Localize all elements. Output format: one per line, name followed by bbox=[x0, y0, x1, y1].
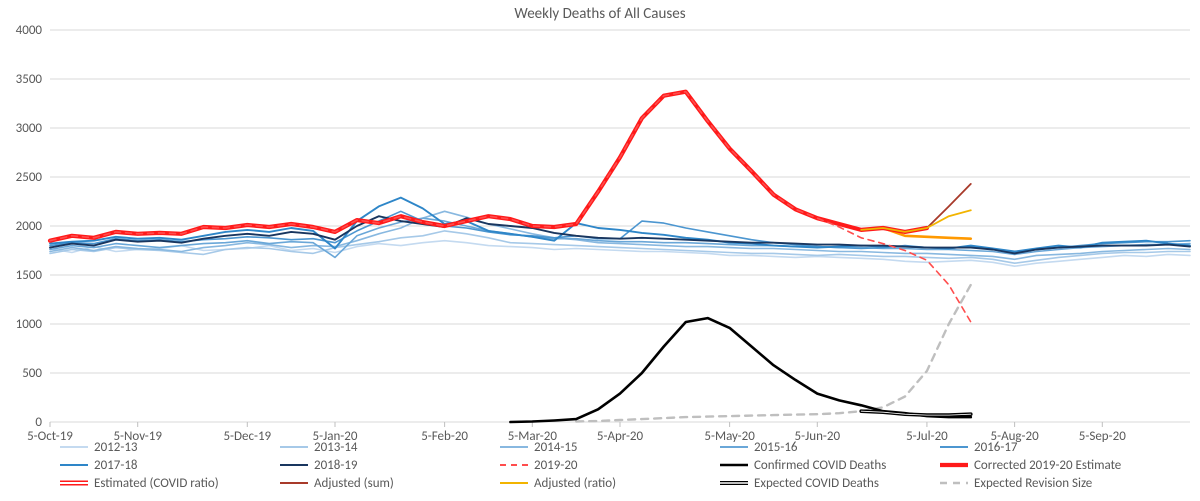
legend-label: Adjusted (ratio) bbox=[534, 476, 616, 491]
legend-label: Confirmed COVID Deaths bbox=[754, 458, 886, 473]
legend-label: Corrected 2019-20 Estimate bbox=[974, 458, 1121, 473]
chart-container: Weekly Deaths of All Causes 0 500 1000 1500 2… bbox=[0, 0, 1200, 501]
y-tick-label: 3500 bbox=[16, 72, 43, 87]
y-tick-label: 4000 bbox=[16, 23, 43, 38]
chart-title: Weekly Deaths of All Causes bbox=[514, 5, 685, 23]
legend-label: 2018-19 bbox=[314, 458, 358, 473]
y-tick-label: 3000 bbox=[16, 121, 43, 136]
legend-label: 2012-13 bbox=[94, 440, 138, 455]
x-tick-label: 5-Jul-20 bbox=[906, 429, 948, 444]
legend-label: 2014-15 bbox=[534, 440, 578, 455]
legend-label: 2016-17 bbox=[974, 440, 1018, 455]
y-tick-label: 2000 bbox=[16, 219, 43, 234]
x-tick-label: 5-May-20 bbox=[704, 429, 755, 444]
legend-label: 2019-20 bbox=[534, 458, 578, 473]
legend-label: Estimated (COVID ratio) bbox=[94, 476, 219, 491]
legend-label: 2015-16 bbox=[754, 440, 798, 455]
y-tick-label: 0 bbox=[35, 415, 42, 430]
x-tick-label: 5-Jun-20 bbox=[795, 429, 841, 444]
x-tick-label: 5-Feb-20 bbox=[421, 429, 468, 444]
y-tick-label: 1500 bbox=[16, 268, 43, 283]
y-tick-label: 500 bbox=[22, 366, 42, 381]
x-tick-label: 5-Sep-20 bbox=[1079, 429, 1126, 444]
legend-label: Expected COVID Deaths bbox=[754, 476, 879, 491]
chart-svg: Weekly Deaths of All Causes 0 500 1000 1500 2… bbox=[0, 0, 1200, 501]
legend-label: 2017-18 bbox=[94, 458, 138, 473]
x-tick-label: 5-Oct-19 bbox=[27, 429, 73, 444]
legend-label: 2013-14 bbox=[314, 440, 358, 455]
x-tick-label: 5-Dec-19 bbox=[223, 429, 271, 444]
legend-label: Adjusted (sum) bbox=[314, 476, 394, 491]
y-tick-label: 1000 bbox=[16, 317, 43, 332]
x-tick-label: 5-Apr-20 bbox=[597, 429, 644, 444]
legend-label: Expected Revision Size bbox=[974, 476, 1092, 491]
y-tick-label: 2500 bbox=[16, 170, 43, 185]
